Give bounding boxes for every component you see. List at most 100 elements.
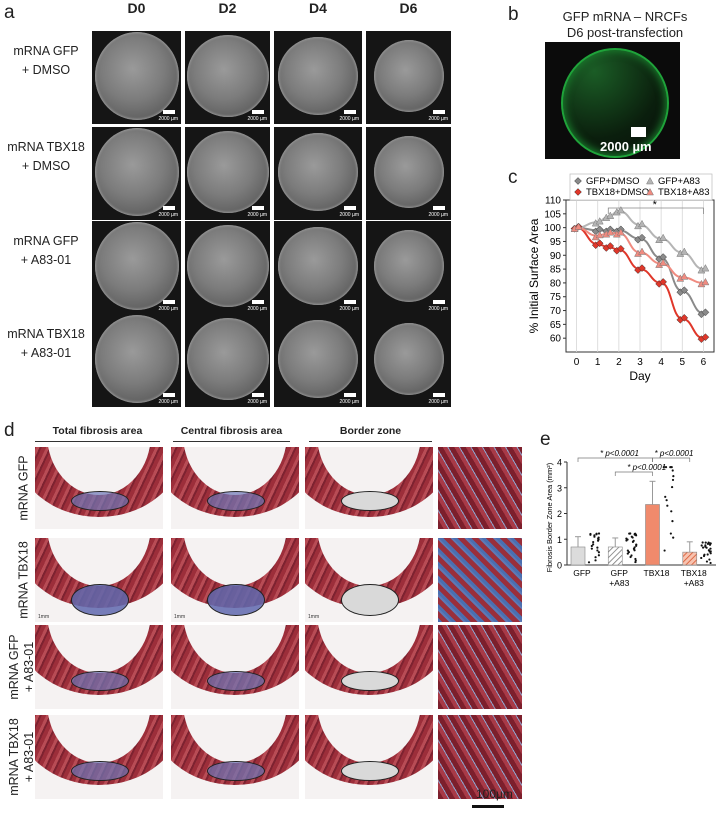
scale-text: 2000 µm bbox=[428, 116, 448, 122]
data-dot bbox=[590, 544, 593, 548]
fibrosis-region bbox=[341, 491, 399, 511]
data-dot bbox=[704, 544, 707, 547]
spheroid-image: 2000 µm bbox=[185, 314, 270, 407]
legend-box bbox=[569, 173, 713, 201]
fibrosis-region bbox=[341, 761, 399, 781]
data-point bbox=[617, 244, 625, 253]
x-tick-label: 1 bbox=[595, 357, 601, 368]
header-underline bbox=[35, 441, 160, 442]
data-dot bbox=[596, 546, 599, 549]
spheroid-disc bbox=[94, 314, 179, 403]
data-point bbox=[606, 242, 615, 250]
scale-bar bbox=[344, 393, 356, 397]
histology-section-image bbox=[171, 447, 299, 529]
scale-text: 2000 µm bbox=[428, 399, 448, 405]
data-point bbox=[638, 233, 646, 242]
fibrosis-region bbox=[207, 491, 265, 511]
data-dot bbox=[669, 466, 672, 469]
data-point bbox=[616, 206, 625, 214]
bar bbox=[682, 551, 698, 566]
data-point bbox=[701, 333, 710, 342]
panel-d-row-label: mRNA TBX18 + A83-01 bbox=[7, 707, 37, 807]
panel-d-scale-bar bbox=[472, 805, 504, 808]
histology-section-image: 1mm bbox=[305, 538, 433, 622]
panel-d-label: d bbox=[4, 420, 15, 441]
data-dot bbox=[671, 469, 674, 472]
y-axis-label: % Initial Surface Area bbox=[527, 218, 541, 333]
data-dot bbox=[597, 554, 600, 557]
panel-a-row-label: mRNA GFP + DMSO bbox=[0, 42, 92, 80]
p-value-label: * p<0.0001 bbox=[600, 450, 639, 458]
y-tick-label: 85 bbox=[550, 265, 562, 276]
spheroid-disc bbox=[94, 127, 179, 216]
legend-entry: TBX18+A83 bbox=[658, 187, 710, 198]
x-tick-label: TBX18 bbox=[681, 568, 707, 578]
data-point bbox=[659, 258, 668, 266]
spheroid-image: 2000 µm bbox=[366, 221, 451, 314]
panel-d-row-label: mRNA GFP bbox=[17, 438, 32, 538]
data-point bbox=[638, 219, 646, 228]
panel-a-row-label: mRNA TBX18 + DMSO bbox=[0, 138, 92, 176]
data-point bbox=[646, 176, 654, 185]
spheroid-image: 2000 µm bbox=[274, 31, 362, 124]
histology-section-image bbox=[35, 625, 163, 709]
x-tick-label: 5 bbox=[680, 357, 686, 368]
data-dot bbox=[595, 533, 598, 536]
scale-text: 2000 µm bbox=[158, 212, 178, 218]
data-point bbox=[595, 230, 604, 239]
data-dot bbox=[626, 549, 629, 552]
data-dot bbox=[632, 539, 635, 542]
data-dot bbox=[709, 542, 712, 545]
histology-section-image bbox=[305, 625, 433, 709]
scale-text: 2000 µm bbox=[428, 306, 448, 312]
data-dot bbox=[597, 537, 600, 540]
fibrosis-region bbox=[207, 584, 265, 616]
x-tick-label: 3 bbox=[637, 357, 643, 368]
histology-section-image bbox=[35, 447, 163, 529]
spheroid-disc bbox=[94, 31, 179, 120]
y-tick-label: 1 bbox=[557, 535, 562, 545]
scale-text: 2000 µm bbox=[339, 399, 359, 405]
y-tick-label: 60 bbox=[550, 334, 562, 345]
significance-bracket bbox=[577, 457, 653, 462]
spheroid-image: 2000 µm bbox=[366, 314, 451, 407]
y-tick-label: 3 bbox=[557, 483, 562, 493]
scale-text: 2000 µm bbox=[247, 306, 267, 312]
data-point bbox=[680, 272, 689, 280]
spheroid-disc bbox=[373, 322, 444, 395]
data-point bbox=[595, 239, 604, 248]
data-dot bbox=[705, 560, 709, 563]
header-underline bbox=[309, 441, 432, 442]
data-dot bbox=[662, 466, 665, 469]
histology-section-image: 1mm bbox=[35, 538, 163, 622]
small-scale-text: 1mm bbox=[308, 614, 320, 620]
scale-bar bbox=[163, 300, 175, 304]
spheroid-disc bbox=[186, 317, 269, 400]
scale-bar bbox=[433, 110, 445, 114]
data-dot bbox=[666, 504, 669, 507]
data-point bbox=[574, 188, 582, 196]
data-dot bbox=[590, 547, 593, 550]
scale-bar bbox=[344, 110, 356, 114]
row-label-line: mRNA TBX18 bbox=[7, 327, 85, 341]
series-group bbox=[570, 222, 710, 288]
row-label-line: mRNA TBX18 bbox=[7, 718, 21, 796]
row-label-line: + A83-01 bbox=[20, 346, 72, 360]
panel-b-title-2: D6 post-transfection bbox=[566, 25, 684, 40]
spheroid-disc bbox=[278, 226, 358, 305]
panel-d-scale-text: 100µm bbox=[476, 787, 513, 801]
y-tick-label: 105 bbox=[544, 209, 561, 220]
legend-entry: TBX18+DMSO bbox=[586, 187, 649, 198]
spheroid-image: 2000 µm bbox=[185, 221, 270, 314]
data-dot bbox=[625, 539, 628, 542]
spheroid-image: 2000 µm bbox=[274, 127, 362, 220]
data-dot bbox=[709, 561, 712, 565]
panel-a-row-label: mRNA GFP + A83-01 bbox=[0, 232, 92, 270]
data-point bbox=[701, 308, 710, 317]
data-dot bbox=[709, 550, 712, 553]
x-tick-label: TBX18 bbox=[644, 568, 670, 578]
data-point bbox=[595, 217, 604, 225]
data-dot bbox=[592, 543, 595, 546]
data-dot bbox=[597, 551, 601, 554]
